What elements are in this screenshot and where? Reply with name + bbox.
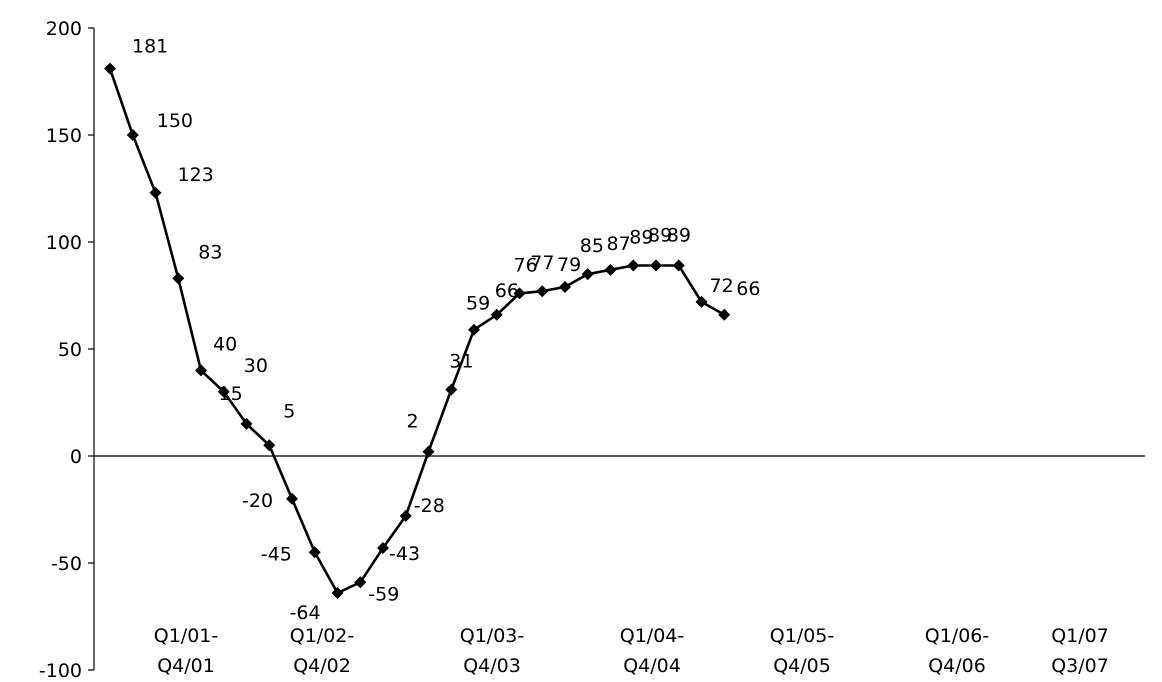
data-point-marker bbox=[718, 308, 731, 321]
data-label: -20 bbox=[242, 490, 273, 512]
data-point-marker bbox=[513, 287, 526, 300]
x-category-label-line2: Q4/04 bbox=[623, 655, 681, 677]
data-point-marker bbox=[308, 546, 321, 559]
data-label: 15 bbox=[219, 383, 243, 405]
x-category-label-line1: Q1/01- bbox=[154, 625, 218, 647]
data-label: 2 bbox=[407, 411, 419, 433]
data-point-marker bbox=[672, 259, 685, 272]
data-point-marker bbox=[627, 259, 640, 272]
y-tick-label: 0 bbox=[70, 446, 82, 468]
data-label: -28 bbox=[414, 495, 445, 517]
data-point-marker bbox=[559, 280, 571, 293]
data-point-marker bbox=[172, 272, 185, 285]
y-tick-label: 150 bbox=[46, 125, 82, 147]
x-category-label-line2: Q4/02 bbox=[293, 655, 351, 677]
y-tick-label: 100 bbox=[46, 232, 82, 254]
data-label: -45 bbox=[261, 543, 292, 565]
data-point-marker bbox=[286, 492, 298, 505]
series-line bbox=[108, 68, 725, 595]
data-label: 150 bbox=[157, 110, 193, 132]
data-point-marker bbox=[399, 509, 412, 522]
x-category-label-line1: Q1/02- bbox=[290, 625, 354, 647]
data-label: 59 bbox=[466, 293, 490, 315]
data-label: 83 bbox=[198, 241, 222, 263]
x-category-label-line2: Q3/07 bbox=[1051, 655, 1109, 677]
data-point-marker bbox=[695, 295, 708, 308]
data-point-marker bbox=[422, 445, 435, 458]
data-point-marker bbox=[490, 308, 503, 321]
x-category-label-line2: Q4/03 bbox=[463, 655, 521, 677]
x-category-label-line2: Q4/05 bbox=[773, 655, 831, 677]
data-label: 87 bbox=[607, 233, 631, 255]
x-category-label-line1: Q1/07 bbox=[1051, 625, 1109, 647]
data-label: 66 bbox=[495, 280, 519, 302]
data-label: 77 bbox=[530, 252, 554, 274]
data-point-marker bbox=[195, 364, 207, 377]
data-point-marker bbox=[104, 62, 116, 75]
data-point-marker bbox=[650, 259, 662, 272]
data-label: 66 bbox=[736, 278, 760, 300]
x-category-label-line1: Q1/04- bbox=[620, 625, 684, 647]
data-point-marker bbox=[377, 542, 389, 555]
x-category-label-line2: Q4/01 bbox=[157, 655, 215, 677]
data-label: 40 bbox=[213, 333, 237, 355]
data-label: 72 bbox=[710, 275, 734, 297]
data-label: 76 bbox=[514, 254, 538, 276]
data-point-marker bbox=[126, 129, 139, 141]
data-point-marker bbox=[149, 186, 162, 199]
data-label: 89 bbox=[648, 225, 672, 247]
data-label: 181 bbox=[132, 36, 168, 58]
data-point-marker bbox=[604, 263, 617, 276]
data-point-marker bbox=[536, 285, 549, 298]
data-label: 123 bbox=[178, 164, 214, 186]
x-category-label-line1: Q1/03- bbox=[460, 625, 524, 647]
data-point-marker bbox=[240, 417, 253, 430]
x-category-label-line2: Q4/06 bbox=[928, 655, 986, 677]
x-category-label-line1: Q1/06- bbox=[925, 625, 989, 647]
data-point-marker bbox=[263, 439, 276, 452]
data-label: -43 bbox=[389, 543, 420, 565]
data-label: -64 bbox=[290, 602, 321, 624]
x-category-label-line1: Q1/05- bbox=[770, 625, 834, 647]
data-point-marker bbox=[468, 323, 480, 336]
data-point-marker bbox=[354, 576, 367, 589]
data-label: -59 bbox=[368, 583, 399, 605]
data-label: 30 bbox=[244, 355, 268, 377]
data-label: 89 bbox=[667, 225, 691, 247]
data-point-marker bbox=[217, 385, 230, 398]
data-label: 89 bbox=[629, 227, 653, 249]
y-tick-label: 50 bbox=[58, 339, 82, 361]
data-label: 79 bbox=[557, 254, 581, 276]
data-label: 5 bbox=[283, 400, 295, 422]
y-tick-label: -50 bbox=[51, 553, 82, 575]
data-point-marker bbox=[445, 383, 458, 396]
data-point-marker bbox=[581, 268, 594, 281]
y-tick-label: 200 bbox=[46, 18, 82, 40]
data-label: 85 bbox=[580, 235, 604, 257]
data-point-marker bbox=[331, 586, 344, 599]
data-label: 31 bbox=[449, 351, 473, 373]
y-tick-label: -100 bbox=[39, 660, 82, 682]
